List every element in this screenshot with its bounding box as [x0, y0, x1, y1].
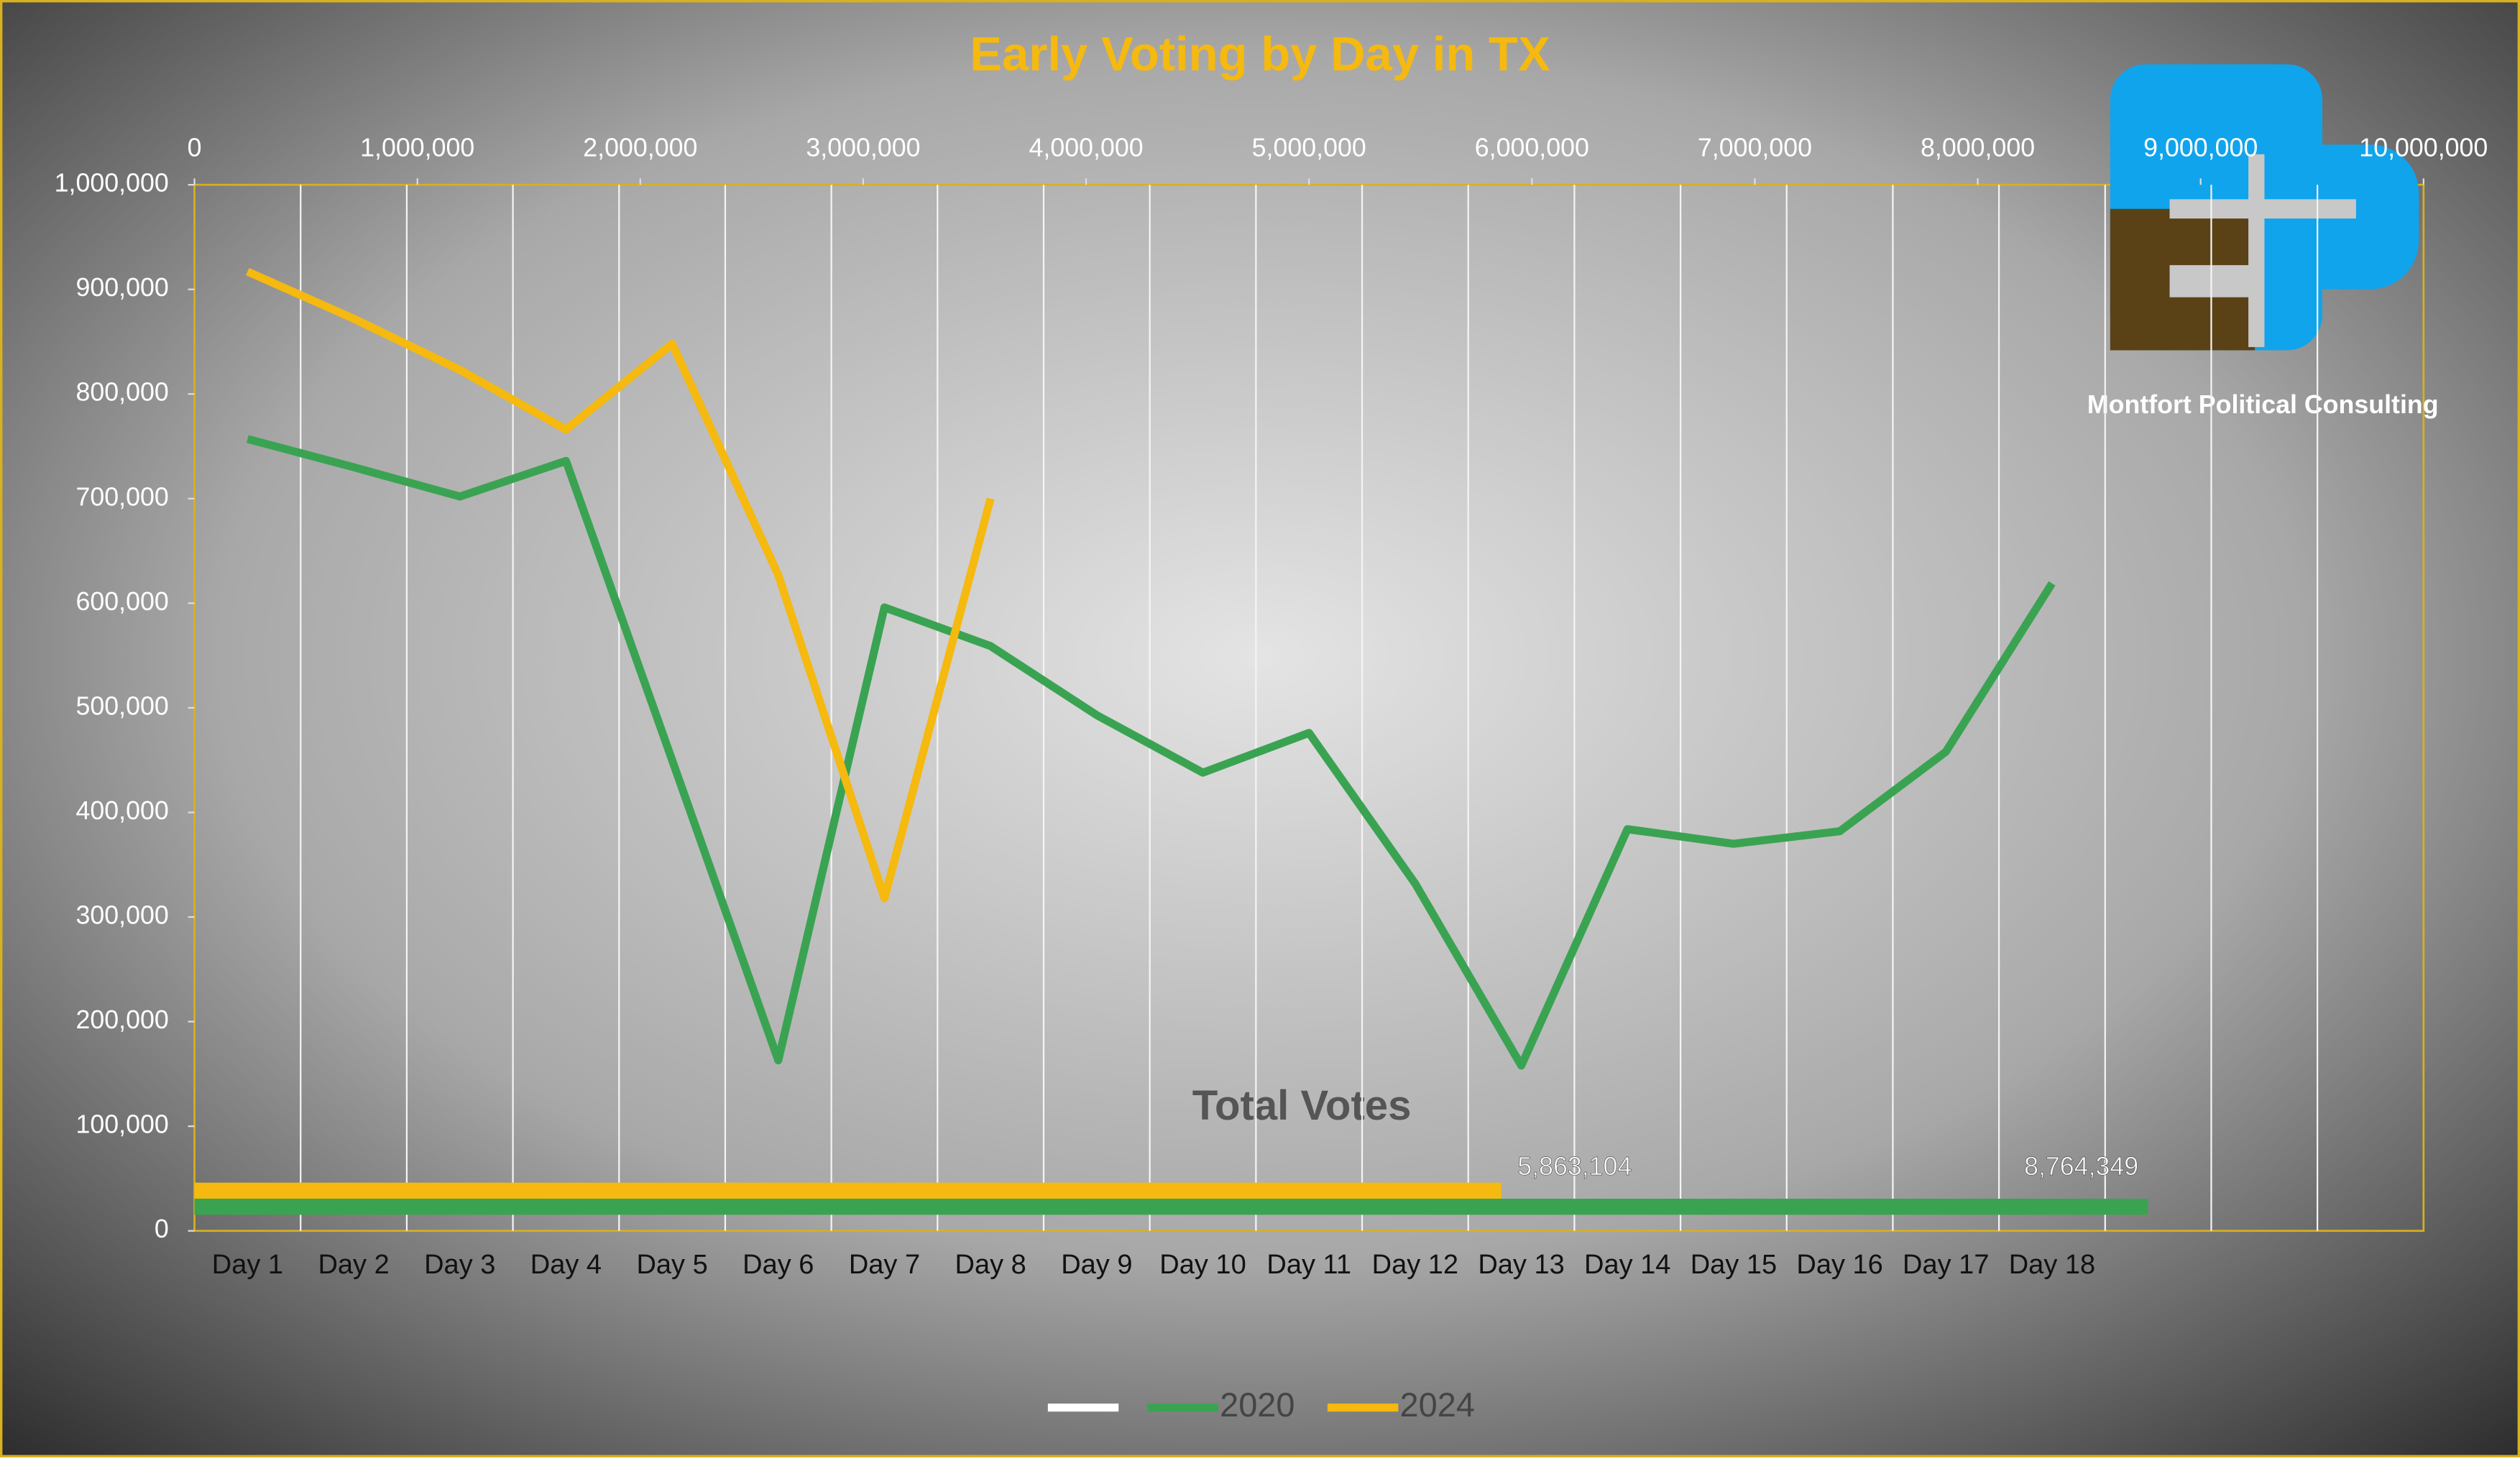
- x2-tick-label: 9,000,000: [2143, 133, 2258, 162]
- y-tick-label: 0: [155, 1215, 169, 1243]
- legend-label: 2024: [1400, 1386, 1475, 1424]
- x2-tick-label: 7,000,000: [1698, 133, 1812, 162]
- line-series: [246, 435, 2056, 1070]
- logo-text: Montfort Political Consulting: [2087, 390, 2439, 419]
- y-tick-label: 800,000: [75, 378, 168, 407]
- line-series: [246, 267, 995, 903]
- y-tick-label: 100,000: [75, 1110, 168, 1139]
- x-tick-label: Day 12: [1372, 1250, 1458, 1280]
- x-tick-label: Day 16: [1796, 1250, 1882, 1280]
- y-tick-label: 400,000: [75, 796, 168, 825]
- x2-tick-label: 6,000,000: [1475, 133, 1589, 162]
- x-tick-label: Day 9: [1061, 1250, 1132, 1280]
- y-tick-label: 200,000: [75, 1005, 168, 1034]
- x-tick-label: Day 11: [1266, 1250, 1351, 1280]
- bar-title: Total Votes: [1192, 1082, 1412, 1129]
- x-tick-label: Day 18: [2009, 1250, 2095, 1280]
- y-tick-label: 1,000,000: [55, 169, 169, 198]
- bar: [194, 1182, 1502, 1199]
- x-tick-label: Day 10: [1159, 1250, 1246, 1280]
- y-tick-label: 700,000: [75, 482, 168, 511]
- bar-value-label: 8,764,349: [2024, 1152, 2138, 1181]
- x-tick-label: Day 13: [1478, 1250, 1564, 1280]
- bar: [194, 1199, 2148, 1215]
- logo-shape: [2169, 264, 2255, 298]
- x2-tick-label: 4,000,000: [1029, 133, 1144, 162]
- chart-title: Early Voting by Day in TX: [970, 27, 1550, 81]
- x-tick-label: Day 15: [1691, 1250, 1777, 1280]
- bar-value-label: 5,863,104: [1517, 1152, 1632, 1181]
- x-tick-label: Day 17: [1903, 1250, 1989, 1280]
- x-tick-label: Day 2: [318, 1250, 389, 1280]
- x2-tick-label: 1,000,000: [360, 133, 474, 162]
- x2-tick-label: 3,000,000: [806, 133, 920, 162]
- y-tick-label: 900,000: [75, 273, 168, 302]
- x-tick-label: Day 5: [636, 1250, 707, 1280]
- x-tick-label: Day 3: [424, 1250, 495, 1280]
- y-tick-label: 300,000: [75, 901, 168, 930]
- legend-label: 2020: [1220, 1386, 1295, 1424]
- y-tick-label: 500,000: [75, 691, 168, 720]
- logo-shape: [2248, 154, 2265, 347]
- x2-tick-label: 0: [188, 133, 202, 162]
- x-tick-label: Day 1: [212, 1250, 283, 1280]
- x2-tick-label: 2,000,000: [583, 133, 697, 162]
- y-tick-label: 600,000: [75, 587, 168, 616]
- x-tick-label: Day 8: [955, 1250, 1026, 1280]
- logo: Montfort Political Consulting: [2087, 64, 2439, 419]
- x-tick-label: Day 14: [1584, 1250, 1670, 1280]
- x-tick-label: Day 4: [530, 1250, 602, 1280]
- x2-tick-label: 10,000,000: [2359, 133, 2488, 162]
- x2-tick-label: 8,000,000: [1921, 133, 2035, 162]
- x-tick-label: Day 6: [742, 1250, 814, 1280]
- x-tick-label: Day 7: [849, 1250, 920, 1280]
- x2-tick-label: 5,000,000: [1252, 133, 1366, 162]
